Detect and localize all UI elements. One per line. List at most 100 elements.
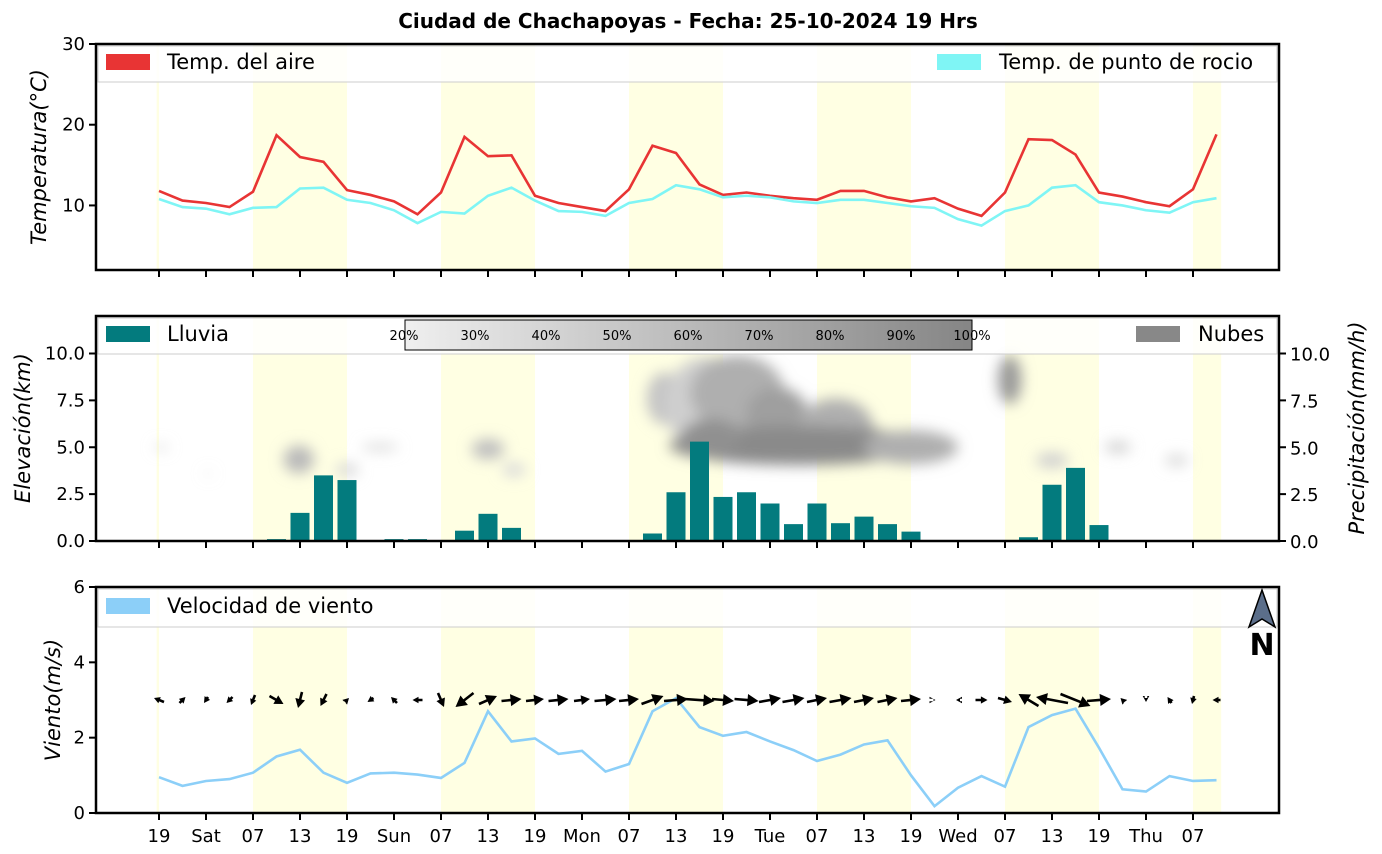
- y-tick-label: 4: [74, 652, 85, 673]
- wind-arrow: [436, 692, 445, 707]
- rain-bar: [854, 516, 874, 541]
- wind-arrow: [663, 693, 689, 706]
- cloud-cell: [204, 471, 212, 476]
- x-tick-label: 13: [853, 826, 876, 847]
- x-tick-label: 07: [994, 826, 1017, 847]
- wind-arrow: [455, 691, 475, 708]
- legend-swatch-rain: [106, 326, 150, 342]
- daylight-band: [156, 44, 159, 270]
- rain-bars: [243, 441, 1226, 541]
- rain-bar: [1066, 467, 1085, 541]
- wind-arrow: [782, 694, 805, 706]
- rain-cloud-panel: 0.0 2.5 5.0 7.5 10.0 0.0 2.5 5.0 7.5 10.0 Elevac…: [11, 314, 1369, 553]
- cloud-cell: [1164, 454, 1189, 466]
- cloud-cell: [864, 430, 958, 465]
- y-tick-label: 0.0: [56, 531, 85, 552]
- colorbar-label: 80%: [816, 329, 845, 344]
- wind-arrow: [806, 694, 827, 707]
- wind-arrow: [956, 696, 962, 704]
- wind-y-label: Viento(m/s): [41, 639, 65, 761]
- y-tick-label: 2: [74, 728, 85, 749]
- wind-arrow: [997, 695, 1013, 705]
- x-tick-label: 19: [712, 826, 735, 847]
- legend-swatch-clouds: [1136, 326, 1180, 342]
- rain-bar: [831, 523, 850, 541]
- right-y-tick-label: 0.0: [1290, 532, 1319, 553]
- cloud-cell: [1035, 452, 1069, 468]
- precipitation-y-ticks: 0.0 2.5 5.0 7.5 10.0: [1279, 345, 1330, 553]
- y-tick-label: 30: [62, 34, 85, 55]
- wind-arrow: [250, 694, 257, 705]
- x-tick-label: 19: [524, 826, 547, 847]
- x-tick-label: 19: [1088, 826, 1111, 847]
- wind-arrow: [391, 697, 398, 704]
- wind-arrow: [342, 697, 350, 705]
- y-tick-label: 6: [74, 577, 85, 598]
- wind-arrow: [758, 694, 781, 706]
- wind-arrow: [268, 694, 284, 705]
- rain-bar: [1042, 484, 1062, 541]
- legend-swatch-air-temp: [106, 54, 150, 70]
- colorbar-label: 100%: [953, 329, 990, 344]
- air-temp-line: [158, 132, 1218, 218]
- rain-bar: [784, 524, 803, 541]
- rain-bar: [314, 475, 333, 541]
- north-arrow-icon: N: [1247, 587, 1277, 663]
- wind-x-ticks: 19 Sat 07 13 19 Sun 07 13 19 Mon 07 13 19 Tue 07 13 19 We…: [148, 813, 1205, 847]
- rain-bar: [760, 503, 780, 541]
- wind-arrow: [684, 694, 715, 707]
- wind-arrow: [1167, 697, 1174, 704]
- wind-arrow: [853, 694, 874, 707]
- x-tick-label: 19: [336, 826, 359, 847]
- rain-bar: [290, 512, 310, 541]
- wind-arrow: [178, 697, 186, 704]
- colorbar-label: 20%: [390, 329, 419, 344]
- right-y-tick-label: 2.5: [1290, 485, 1319, 506]
- temperature-y-ticks: 10 20 30: [62, 34, 96, 216]
- colorbar-label: 40%: [532, 329, 561, 344]
- x-tick-label: 07: [430, 826, 453, 847]
- wind-arrow: [525, 694, 545, 706]
- colorbar-label: 60%: [674, 329, 703, 344]
- x-tick-label: 07: [1182, 826, 1205, 847]
- x-tick-label: Sat: [191, 826, 221, 847]
- wind-arrow: [1120, 697, 1128, 705]
- x-tick-label: Wed: [938, 826, 977, 847]
- rain-bar: [666, 492, 686, 541]
- legend-label-clouds: Nubes: [1198, 322, 1264, 346]
- legend-label-dew-point: Temp. de punto de rocio: [998, 50, 1253, 74]
- cloud-colorbar: 20% 30% 40% 50% 60% 70% 80% 90% 100%: [390, 319, 991, 351]
- x-tick-label: 13: [1041, 826, 1064, 847]
- rain-bar: [502, 527, 521, 541]
- right-y-tick-label: 10.0: [1290, 345, 1330, 366]
- wind-direction-arrows: [154, 691, 1221, 708]
- x-tick-label: 13: [665, 826, 688, 847]
- x-tick-label: Tue: [754, 826, 786, 847]
- wind-arrow: [594, 693, 617, 707]
- rain-bar: [455, 530, 474, 541]
- cloud-cell: [335, 463, 359, 477]
- cloud-cell: [361, 443, 399, 451]
- north-arrow-shape: [1247, 587, 1277, 629]
- wind-arrow: [877, 694, 898, 707]
- legend-label-air-temp: Temp. del aire: [166, 50, 315, 74]
- rain-bar: [1019, 537, 1038, 541]
- wind-arrow: [1142, 696, 1150, 702]
- dew-point-line: [158, 183, 1217, 228]
- wind-arrow: [154, 697, 165, 704]
- wind-speed-line: [158, 696, 1217, 809]
- wind-arrow: [1190, 695, 1197, 705]
- x-tick-label: Mon: [563, 826, 601, 847]
- x-tick-label: 07: [242, 826, 265, 847]
- y-tick-label: 10: [62, 195, 85, 216]
- precipitation-y-label: Precipitación(mm/h): [1345, 321, 1369, 534]
- daylight-band: [156, 316, 159, 541]
- colorbar-label: 70%: [745, 329, 774, 344]
- wind-legend: Velocidad de viento: [97, 588, 1278, 628]
- x-tick-label: Sun: [377, 826, 411, 847]
- y-tick-label: 0: [74, 803, 85, 824]
- wind-speed-line: [158, 696, 1217, 809]
- rain-axes-frame: [94, 314, 1281, 543]
